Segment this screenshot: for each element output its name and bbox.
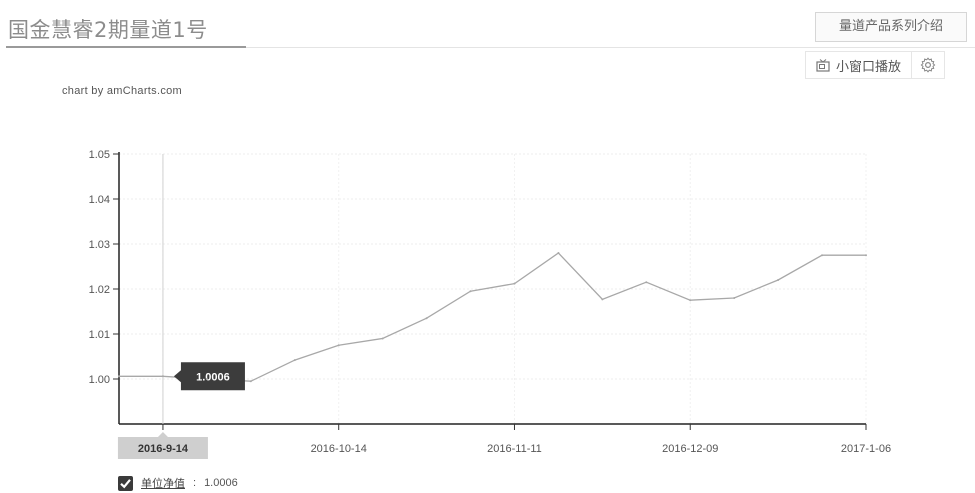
popout-label: 小窗口播放 (835, 59, 901, 75)
cursor-value-balloon (173, 362, 245, 391)
chart-cursor: 1.0006 2016-9-14 (117, 154, 245, 459)
title-underline (6, 46, 246, 48)
x-tick-label: 2016-10-14 (311, 443, 367, 455)
cursor-date-balloon (117, 432, 208, 459)
settings-button[interactable] (912, 52, 944, 78)
series-line (119, 252, 866, 382)
cursor-date-label: 2016-9-14 (138, 443, 189, 455)
page-title: 国金慧睿2期量道1号 (8, 18, 208, 42)
data-point (469, 290, 472, 293)
data-point (293, 359, 296, 362)
y-tick-label: 1.00 (89, 374, 110, 386)
y-tick-label: 1.04 (89, 194, 110, 206)
popout-button[interactable]: 小窗口播放 (806, 52, 912, 78)
x-axis-ticks: 20162016-10-142016-11-112016-12-092017-1… (151, 424, 891, 455)
data-point (513, 282, 516, 285)
y-tick-label: 1.03 (89, 239, 110, 251)
data-point (689, 299, 692, 302)
nav-line-chart: 1.001.011.021.031.041.05 20162016-10-142… (89, 149, 891, 459)
data-point (205, 378, 208, 380)
title-divider (246, 47, 975, 48)
y-tick-label: 1.02 (89, 284, 110, 296)
data-point (601, 298, 604, 301)
data-point (425, 317, 428, 320)
data-point (733, 297, 736, 299)
data-point (381, 337, 384, 340)
data-point (865, 254, 867, 257)
tv-icon (816, 58, 830, 72)
y-tick-label: 1.01 (89, 329, 110, 341)
data-point (777, 279, 780, 281)
data-point (118, 375, 120, 378)
legend-series-name[interactable]: 单位净值 (141, 477, 185, 490)
gear-icon (920, 57, 936, 73)
data-point (337, 344, 340, 347)
data-point (645, 281, 648, 284)
legend-separator: : (193, 477, 197, 489)
y-tick-label: 1.05 (89, 149, 110, 161)
x-tick-label: 2016-11-11 (487, 443, 542, 455)
legend-value: 1.0006 (204, 477, 238, 489)
x-tick-label: 2017-1-06 (841, 443, 891, 455)
chart-toolbar: 小窗口播放 (804, 51, 945, 79)
legend-checkbox[interactable] (118, 475, 133, 491)
y-axis-ticks: 1.00 1.01 1.02 1.03 1.04 1.05 (89, 149, 119, 386)
chart-legend: 单位净值 : 1.0006 (118, 474, 238, 492)
check-icon (120, 478, 131, 488)
data-point (161, 375, 164, 378)
chart-credit: chart by amCharts.com (62, 85, 183, 97)
series-intro-button[interactable]: 量道产品系列介绍 (815, 12, 967, 42)
cursor-value-label: 1.0006 (196, 371, 230, 383)
data-point (557, 252, 560, 254)
x-tick-label: 2016-12-09 (662, 443, 718, 455)
data-point (249, 380, 252, 383)
data-point (821, 254, 824, 257)
